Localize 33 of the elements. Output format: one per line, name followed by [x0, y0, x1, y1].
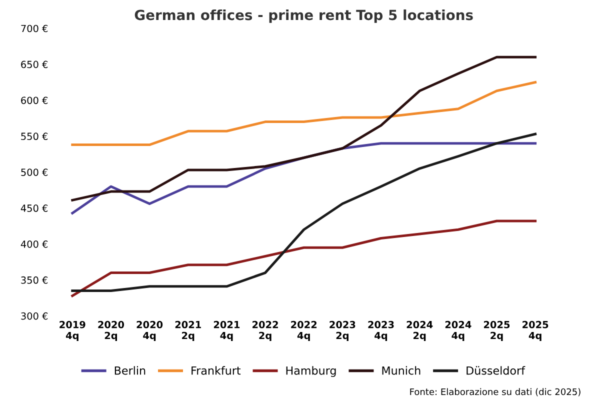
legend-label: Düsseldorf: [466, 366, 526, 375]
y-tick-label: 350 €: [21, 276, 48, 284]
line-series: [71, 220, 537, 298]
y-tick-label: 700 €: [21, 24, 48, 32]
x-tick-label: 2022 2q: [252, 320, 278, 342]
chart-title: German offices - prime rent Top 5 locations: [134, 9, 473, 23]
x-tick-label: 2025 2q: [484, 320, 510, 342]
y-tick-label: 450 €: [20, 204, 48, 212]
legend-label: Hamburg: [286, 366, 336, 377]
y-tick-label: 300 €: [21, 312, 48, 320]
y-tick-label: 500 €: [21, 168, 48, 176]
x-tick-label: 2020 2q: [98, 320, 124, 342]
legend-label: Frankfurt: [192, 366, 241, 375]
y-tick-label: 400 €: [20, 240, 48, 248]
x-tick-label: 2023 2q: [330, 320, 356, 342]
x-tick-label: 2024 2q: [406, 320, 433, 342]
legend-label: Berlin: [114, 366, 146, 375]
y-tick-label: 650 €: [21, 60, 48, 68]
x-tick-label: 2019 4q: [60, 320, 86, 342]
y-tick-label: 600 €: [21, 96, 48, 104]
line-series: [71, 56, 537, 202]
line-series: [71, 81, 537, 146]
x-tick-label: 2021 2q: [175, 320, 201, 342]
x-tick-label: 2020 4q: [136, 320, 163, 342]
y-tick-label: 550 €: [21, 132, 48, 140]
x-tick-label: 2023 4q: [368, 320, 394, 342]
source-note: Fonte: Elaborazione su dati (dic 2025): [410, 388, 580, 396]
x-tick-label: 2022 4q: [291, 320, 317, 342]
line-series: [71, 132, 537, 292]
x-tick-label: 2021 4q: [214, 320, 240, 342]
x-tick-label: 2024 4q: [445, 320, 472, 342]
x-tick-label: 2025 4q: [522, 320, 548, 342]
legend-label: Munich: [382, 366, 420, 375]
